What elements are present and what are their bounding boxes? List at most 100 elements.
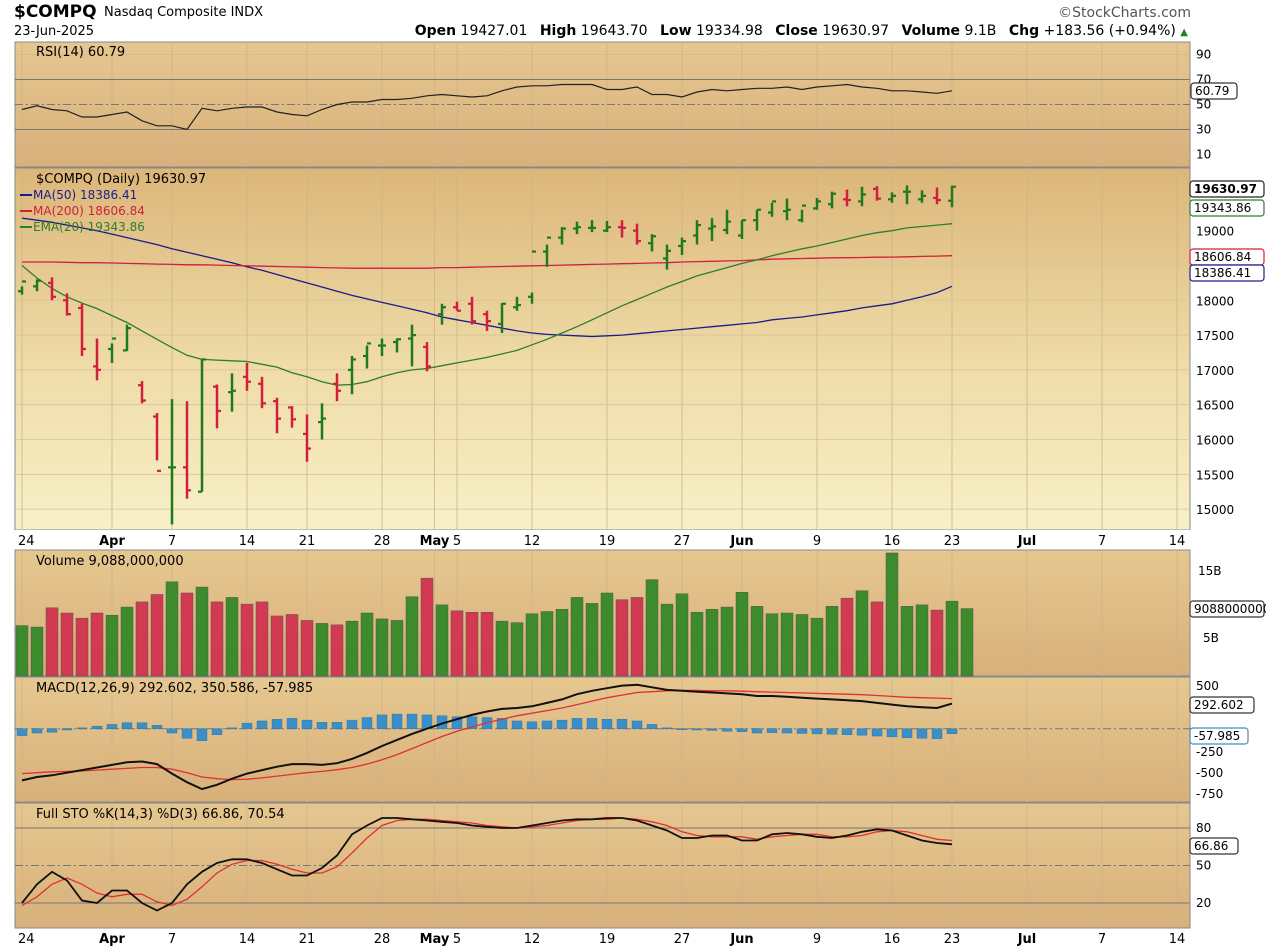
date-axis-label: 27: [674, 932, 691, 947]
date-axis-label: 23: [944, 534, 961, 549]
macd-histogram-bar: [511, 720, 523, 729]
volume-bar: [105, 614, 119, 677]
price-tick-label: 18000: [1196, 294, 1234, 308]
volume-bar: [825, 606, 839, 677]
volume-bar: [465, 612, 479, 677]
macd-histogram-bar: [226, 727, 238, 730]
volume-bar: [165, 581, 179, 677]
macd-histogram-bar: [136, 722, 148, 729]
ohlc-bar: [393, 338, 401, 353]
macd-histogram-bar: [76, 727, 88, 730]
ohlc-bar: [93, 338, 101, 381]
macd-histogram-bar: [361, 717, 373, 729]
macd-histogram-bar: [736, 728, 748, 732]
date-axis-label: 9: [813, 534, 821, 549]
macd-histogram-bar: [106, 724, 118, 729]
chg-value: +183.56 (+0.94%): [1043, 23, 1176, 39]
price-close-label-box: [1189, 180, 1265, 198]
volume-bar: [330, 624, 344, 677]
volume-bar: [360, 612, 374, 677]
low-value: 19334.98: [695, 23, 763, 39]
volume-bar: [930, 609, 944, 677]
ohlc-bar: [33, 279, 41, 292]
ohlc-bar: [543, 236, 551, 267]
volume-bar: [735, 591, 749, 677]
ohlc-bar: [573, 221, 581, 235]
macd-histogram-bar: [751, 728, 763, 734]
date-axis-label: 5: [453, 932, 461, 947]
volume-bar: [510, 622, 524, 677]
macd-tick-label: -500: [1196, 766, 1223, 780]
high-value: 19643.70: [580, 23, 648, 39]
ohlc-bar: [78, 303, 86, 356]
date-axis-label: 7: [1098, 534, 1106, 549]
ohlc-bar: [888, 192, 896, 203]
date-axis-label: 14: [1169, 534, 1186, 549]
ohlc-bar: [738, 219, 746, 240]
date-axis-label: 24: [18, 932, 35, 947]
sto-tick-label: 20: [1196, 896, 1211, 910]
macd-histogram-bar: [571, 718, 583, 729]
macd-line: [21, 683, 953, 791]
macd-histogram-bar: [691, 728, 703, 731]
date-axis-label: 19: [599, 534, 616, 549]
open-label: Open: [414, 23, 457, 39]
rsi-tick-label: 30: [1196, 123, 1211, 137]
ohlc-bar: [348, 355, 356, 395]
ohlc-bar: [273, 397, 281, 434]
macd-histogram-bar: [181, 728, 193, 739]
macd-histogram-bar: [841, 728, 853, 735]
date-axis-label: 7: [168, 932, 176, 947]
macd-histogram-bar: [331, 722, 343, 729]
ohlc-bar: [828, 191, 836, 209]
volume-bar: [210, 601, 224, 677]
date-axis-label: 16: [884, 932, 901, 947]
volume-bar: [675, 593, 689, 677]
macd-histogram-bar: [46, 728, 58, 733]
macd-histogram-bar: [541, 720, 553, 729]
rsi-current-label-box: [1190, 82, 1238, 100]
date-axis-label: 19: [599, 932, 616, 947]
volume-bar: [15, 625, 29, 677]
date-axis-label: Jun: [729, 932, 753, 947]
macd-histogram-bar: [916, 728, 928, 739]
date-axis-label: 14: [239, 932, 256, 947]
open-value: 19427.01: [460, 23, 528, 39]
macd-histogram-bar: [781, 728, 793, 734]
macd-histogram-bar: [61, 728, 73, 731]
volume-bar: [60, 612, 74, 677]
volume-bar: [435, 604, 449, 677]
chart-date: 23-Jun-2025: [14, 24, 95, 39]
macd-histogram-bar: [496, 718, 508, 729]
macd-current-label: 292.602: [1194, 698, 1244, 712]
close-value: 19630.97: [822, 23, 890, 39]
macd-histogram-bar: [616, 719, 628, 729]
date-axis-band: [15, 530, 1190, 550]
ma200-value-label: 18606.84: [1194, 250, 1251, 264]
macd-histogram-bar: [766, 728, 778, 733]
macd-histogram-bar: [556, 719, 568, 729]
macd-histogram-bar: [721, 728, 733, 732]
date-axis-label: 16: [884, 534, 901, 549]
macd-tick-label: 500: [1196, 679, 1219, 693]
volume-bar: [855, 590, 869, 677]
macd-histogram-bar: [811, 728, 823, 735]
volume-bar: [765, 613, 779, 677]
macd-histogram-bar: [706, 728, 718, 731]
date-axis-label: Jun: [729, 534, 753, 549]
volume-bar: [690, 612, 704, 677]
ohlc-bar: [228, 373, 236, 412]
volume-bar: [30, 626, 44, 677]
sto-title: Full STO %K(14,3) %D(3) 66.86, 70.54: [36, 807, 285, 822]
symbol-title: $COMPQ: [14, 2, 97, 22]
volume-bar: [450, 610, 464, 677]
macd-histogram-bar: [931, 728, 943, 739]
macd-histogram-bar: [661, 727, 673, 730]
date-axis-label: 28: [374, 534, 391, 549]
sto-current-label: 66.86: [1194, 839, 1228, 853]
ohlc-bar: [213, 384, 221, 429]
ohlc-bar: [123, 324, 131, 352]
macd-histogram-bar: [166, 728, 178, 734]
ohlc-bar: [558, 227, 566, 245]
date-axis-label: 24: [18, 534, 35, 549]
